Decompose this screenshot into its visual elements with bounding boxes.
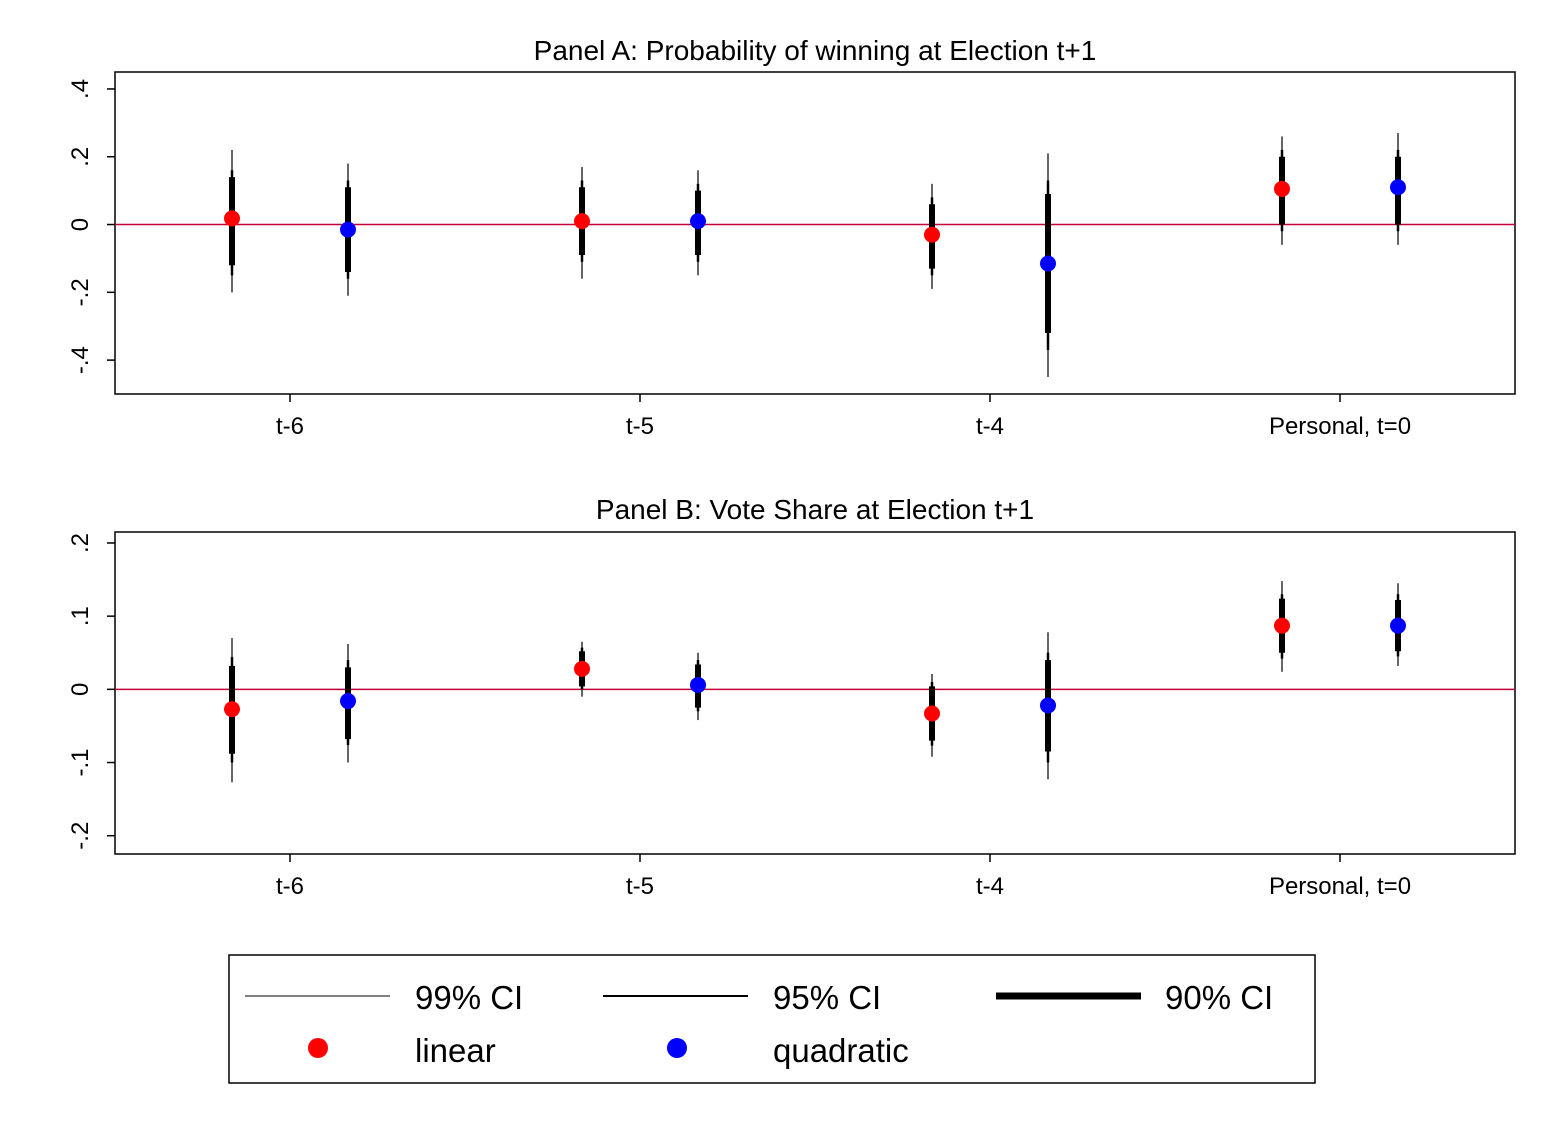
legend-linear-marker [308,1038,328,1058]
quadratic-point-estimate [1040,697,1056,714]
linear-point-estimate [924,705,940,722]
panel-b-ytick-label: -.2 [67,822,94,850]
panel-b-ytick-label: 0 [67,683,94,696]
linear-point-estimate [224,210,240,227]
panel-b-plot-frame [114,531,1516,855]
legend-ci95-label: 95% CI [773,979,881,1016]
panel-b-xtick-label: t-6 [276,873,304,900]
panel-a-xtick-label: t-5 [626,413,654,440]
panel-a-xtick-label: t-4 [976,413,1004,440]
panel-b-title: Panel B: Vote Share at Election t+1 [596,494,1034,525]
panel-a-ytick-label: -.2 [67,278,94,306]
legend-ci99-label: 99% CI [415,979,523,1016]
panel-a-ytick-label: .4 [67,79,94,99]
quadratic-point-estimate [340,221,356,238]
panel-b-ytick-label: .1 [67,606,94,626]
linear-point-estimate [574,660,590,677]
panel-b-xtick-label: t-5 [626,873,654,900]
panel-a-xtick-label: Personal, t=0 [1269,413,1411,440]
panel-a: Panel A: Probability of winning at Elect… [67,35,1516,440]
legend-quadratic-label: quadratic [773,1032,909,1069]
linear-point-estimate [1274,180,1290,197]
panel-b-ytick-label: -.1 [67,749,94,777]
panel-a-ytick-label: -.4 [67,346,94,374]
linear-point-estimate [1274,617,1290,634]
linear-point-estimate [224,701,240,718]
quadratic-point-estimate [1390,617,1406,634]
panel-b-xtick-label: Personal, t=0 [1269,873,1411,900]
panel-a-title: Panel A: Probability of winning at Elect… [534,35,1097,66]
panel-a-plot-frame [114,71,1516,395]
linear-point-estimate [924,226,940,243]
quadratic-point-estimate [1040,255,1056,272]
panel-b: Panel B: Vote Share at Election t+1 -.2 -… [67,494,1516,900]
panel-a-ytick-label: 0 [67,218,94,231]
panel-a-ytick-label: .2 [67,147,94,167]
quadratic-point-estimate [690,676,706,693]
legend-box [228,954,1316,1084]
legend-ci90-label: 90% CI [1165,979,1273,1016]
legend: 99% CI 95% CI 90% CI linear quadratic [228,954,1316,1084]
panel-b-xtick-label: t-4 [976,873,1004,900]
quadratic-point-estimate [690,213,706,230]
legend-quadratic-marker [667,1038,687,1058]
quadratic-point-estimate [1390,179,1406,196]
panel-b-ytick-label: .2 [67,533,94,553]
quadratic-point-estimate [340,693,356,710]
panel-a-xtick-label: t-6 [276,413,304,440]
linear-point-estimate [574,213,590,230]
legend-linear-label: linear [415,1032,496,1069]
